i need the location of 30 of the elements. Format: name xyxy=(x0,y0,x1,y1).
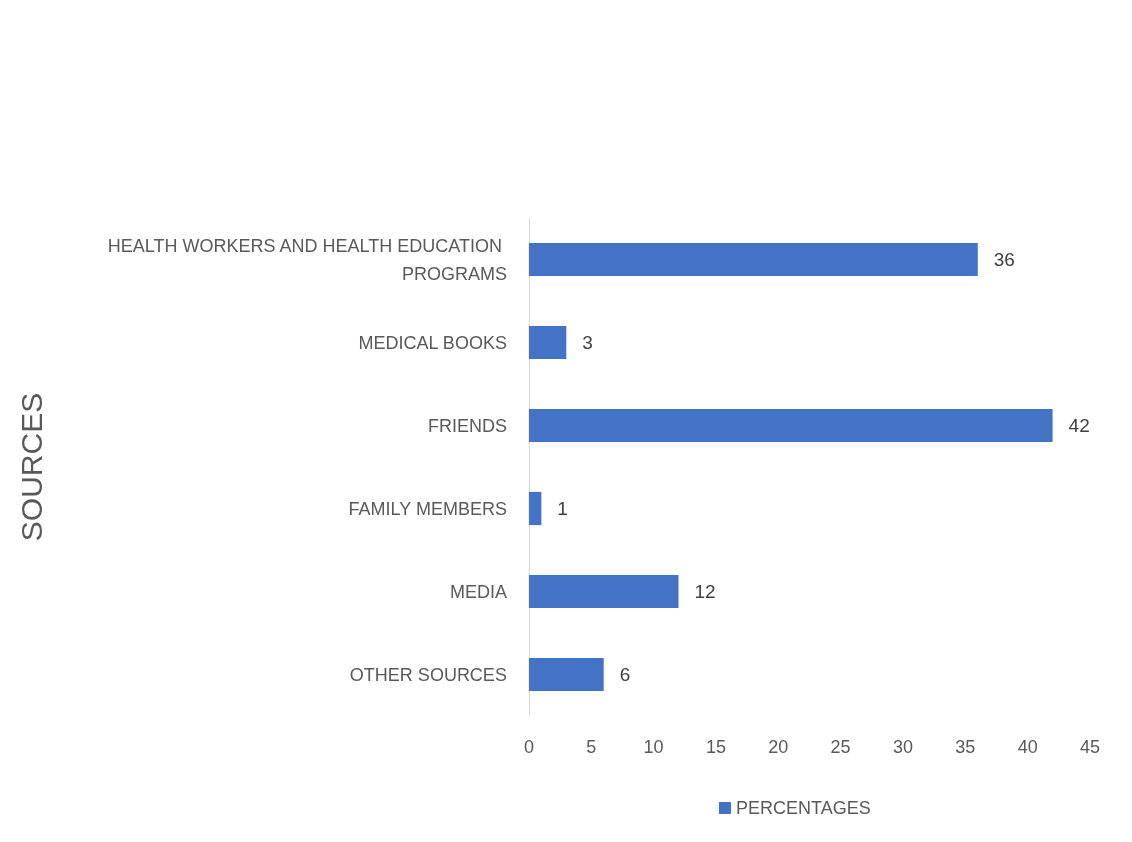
data-label: 6 xyxy=(619,664,631,685)
bar xyxy=(528,657,604,692)
x-tick-label: 35 xyxy=(955,737,976,757)
bar xyxy=(528,408,1053,443)
x-tick-label: 20 xyxy=(768,737,789,757)
y-tick-label: FAMILY MEMBERS xyxy=(348,498,507,519)
y-tick-label: MEDICAL BOOKS xyxy=(358,332,507,353)
x-tick-label: 10 xyxy=(643,737,664,757)
x-tick-label: 30 xyxy=(892,737,913,757)
data-label: 3 xyxy=(582,332,593,353)
x-tick-label: 0 xyxy=(523,737,534,757)
data-label: 1 xyxy=(557,498,568,519)
bar xyxy=(528,491,542,526)
y-tick-label: HEALTH WORKERS AND HEALTH EDUCATION PROGRAMS xyxy=(107,235,507,284)
data-label: 12 xyxy=(694,581,716,602)
y-tick-label: FRIENDS xyxy=(427,415,507,436)
data-label: 36 xyxy=(993,249,1015,270)
legend-label: PERCENTAGES xyxy=(736,798,871,818)
y-tick-label: MEDIA xyxy=(449,581,507,602)
y-axis-title: SOURCES xyxy=(14,392,48,542)
bar xyxy=(528,325,567,360)
x-tick-label: 45 xyxy=(1079,737,1101,757)
bar xyxy=(528,574,679,609)
data-label: 42 xyxy=(1068,415,1090,436)
y-tick-label: OTHER SOURCES xyxy=(349,664,507,685)
x-tick-label: 25 xyxy=(830,737,851,757)
x-tick-label: 15 xyxy=(705,737,726,757)
x-tick-label: 40 xyxy=(1017,737,1038,757)
x-tick-label: 5 xyxy=(586,737,597,757)
bar xyxy=(528,242,978,277)
